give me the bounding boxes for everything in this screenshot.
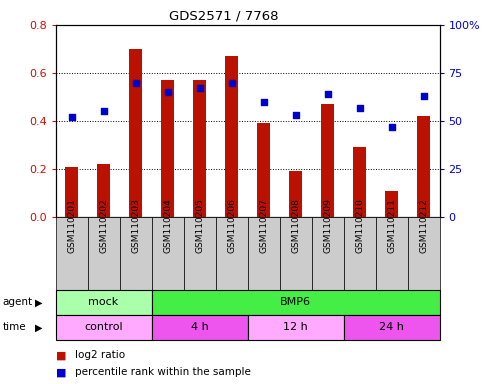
Text: 4 h: 4 h [191,322,208,333]
Text: GSM110207: GSM110207 [259,199,268,253]
Text: GSM110204: GSM110204 [163,199,172,253]
Text: mock: mock [88,297,119,308]
Bar [225,56,238,217]
Point [260,99,268,105]
Bar [97,164,110,217]
Point [132,79,140,86]
Text: GSM110203: GSM110203 [131,199,140,253]
Point [164,89,171,95]
Text: GSM110202: GSM110202 [99,199,108,253]
Bar [65,167,78,217]
Text: GSM110206: GSM110206 [227,199,236,253]
Text: control: control [84,322,123,333]
Text: GSM110212: GSM110212 [419,199,428,253]
Bar [193,80,206,217]
Text: GSM110208: GSM110208 [291,199,300,253]
Text: log2 ratio: log2 ratio [75,350,125,360]
Point [68,114,75,120]
Point [324,91,331,97]
Text: ▶: ▶ [35,322,43,333]
Point [196,85,203,91]
Bar [385,190,398,217]
Text: ■: ■ [56,367,66,377]
Text: 24 h: 24 h [379,322,404,333]
Text: GSM110209: GSM110209 [323,199,332,253]
Bar [129,49,142,217]
Bar [161,80,174,217]
Text: GSM110205: GSM110205 [195,199,204,253]
Point [420,93,427,99]
Point [355,104,363,111]
Text: percentile rank within the sample: percentile rank within the sample [75,367,251,377]
Bar [289,171,302,217]
Point [388,124,396,130]
Text: GSM110210: GSM110210 [355,199,364,253]
Bar [353,147,366,217]
Point [227,79,235,86]
Bar [417,116,430,217]
Point [99,108,107,114]
Text: time: time [2,322,26,333]
Text: ▶: ▶ [35,297,43,308]
Text: GSM110211: GSM110211 [387,199,396,253]
Text: BMP6: BMP6 [280,297,311,308]
Text: agent: agent [2,297,32,308]
Text: GSM110201: GSM110201 [67,199,76,253]
Bar [321,104,334,217]
Text: 12 h: 12 h [283,322,308,333]
Text: ■: ■ [56,350,66,360]
Bar [257,123,270,217]
Text: GDS2571 / 7768: GDS2571 / 7768 [169,10,278,23]
Point [292,112,299,118]
